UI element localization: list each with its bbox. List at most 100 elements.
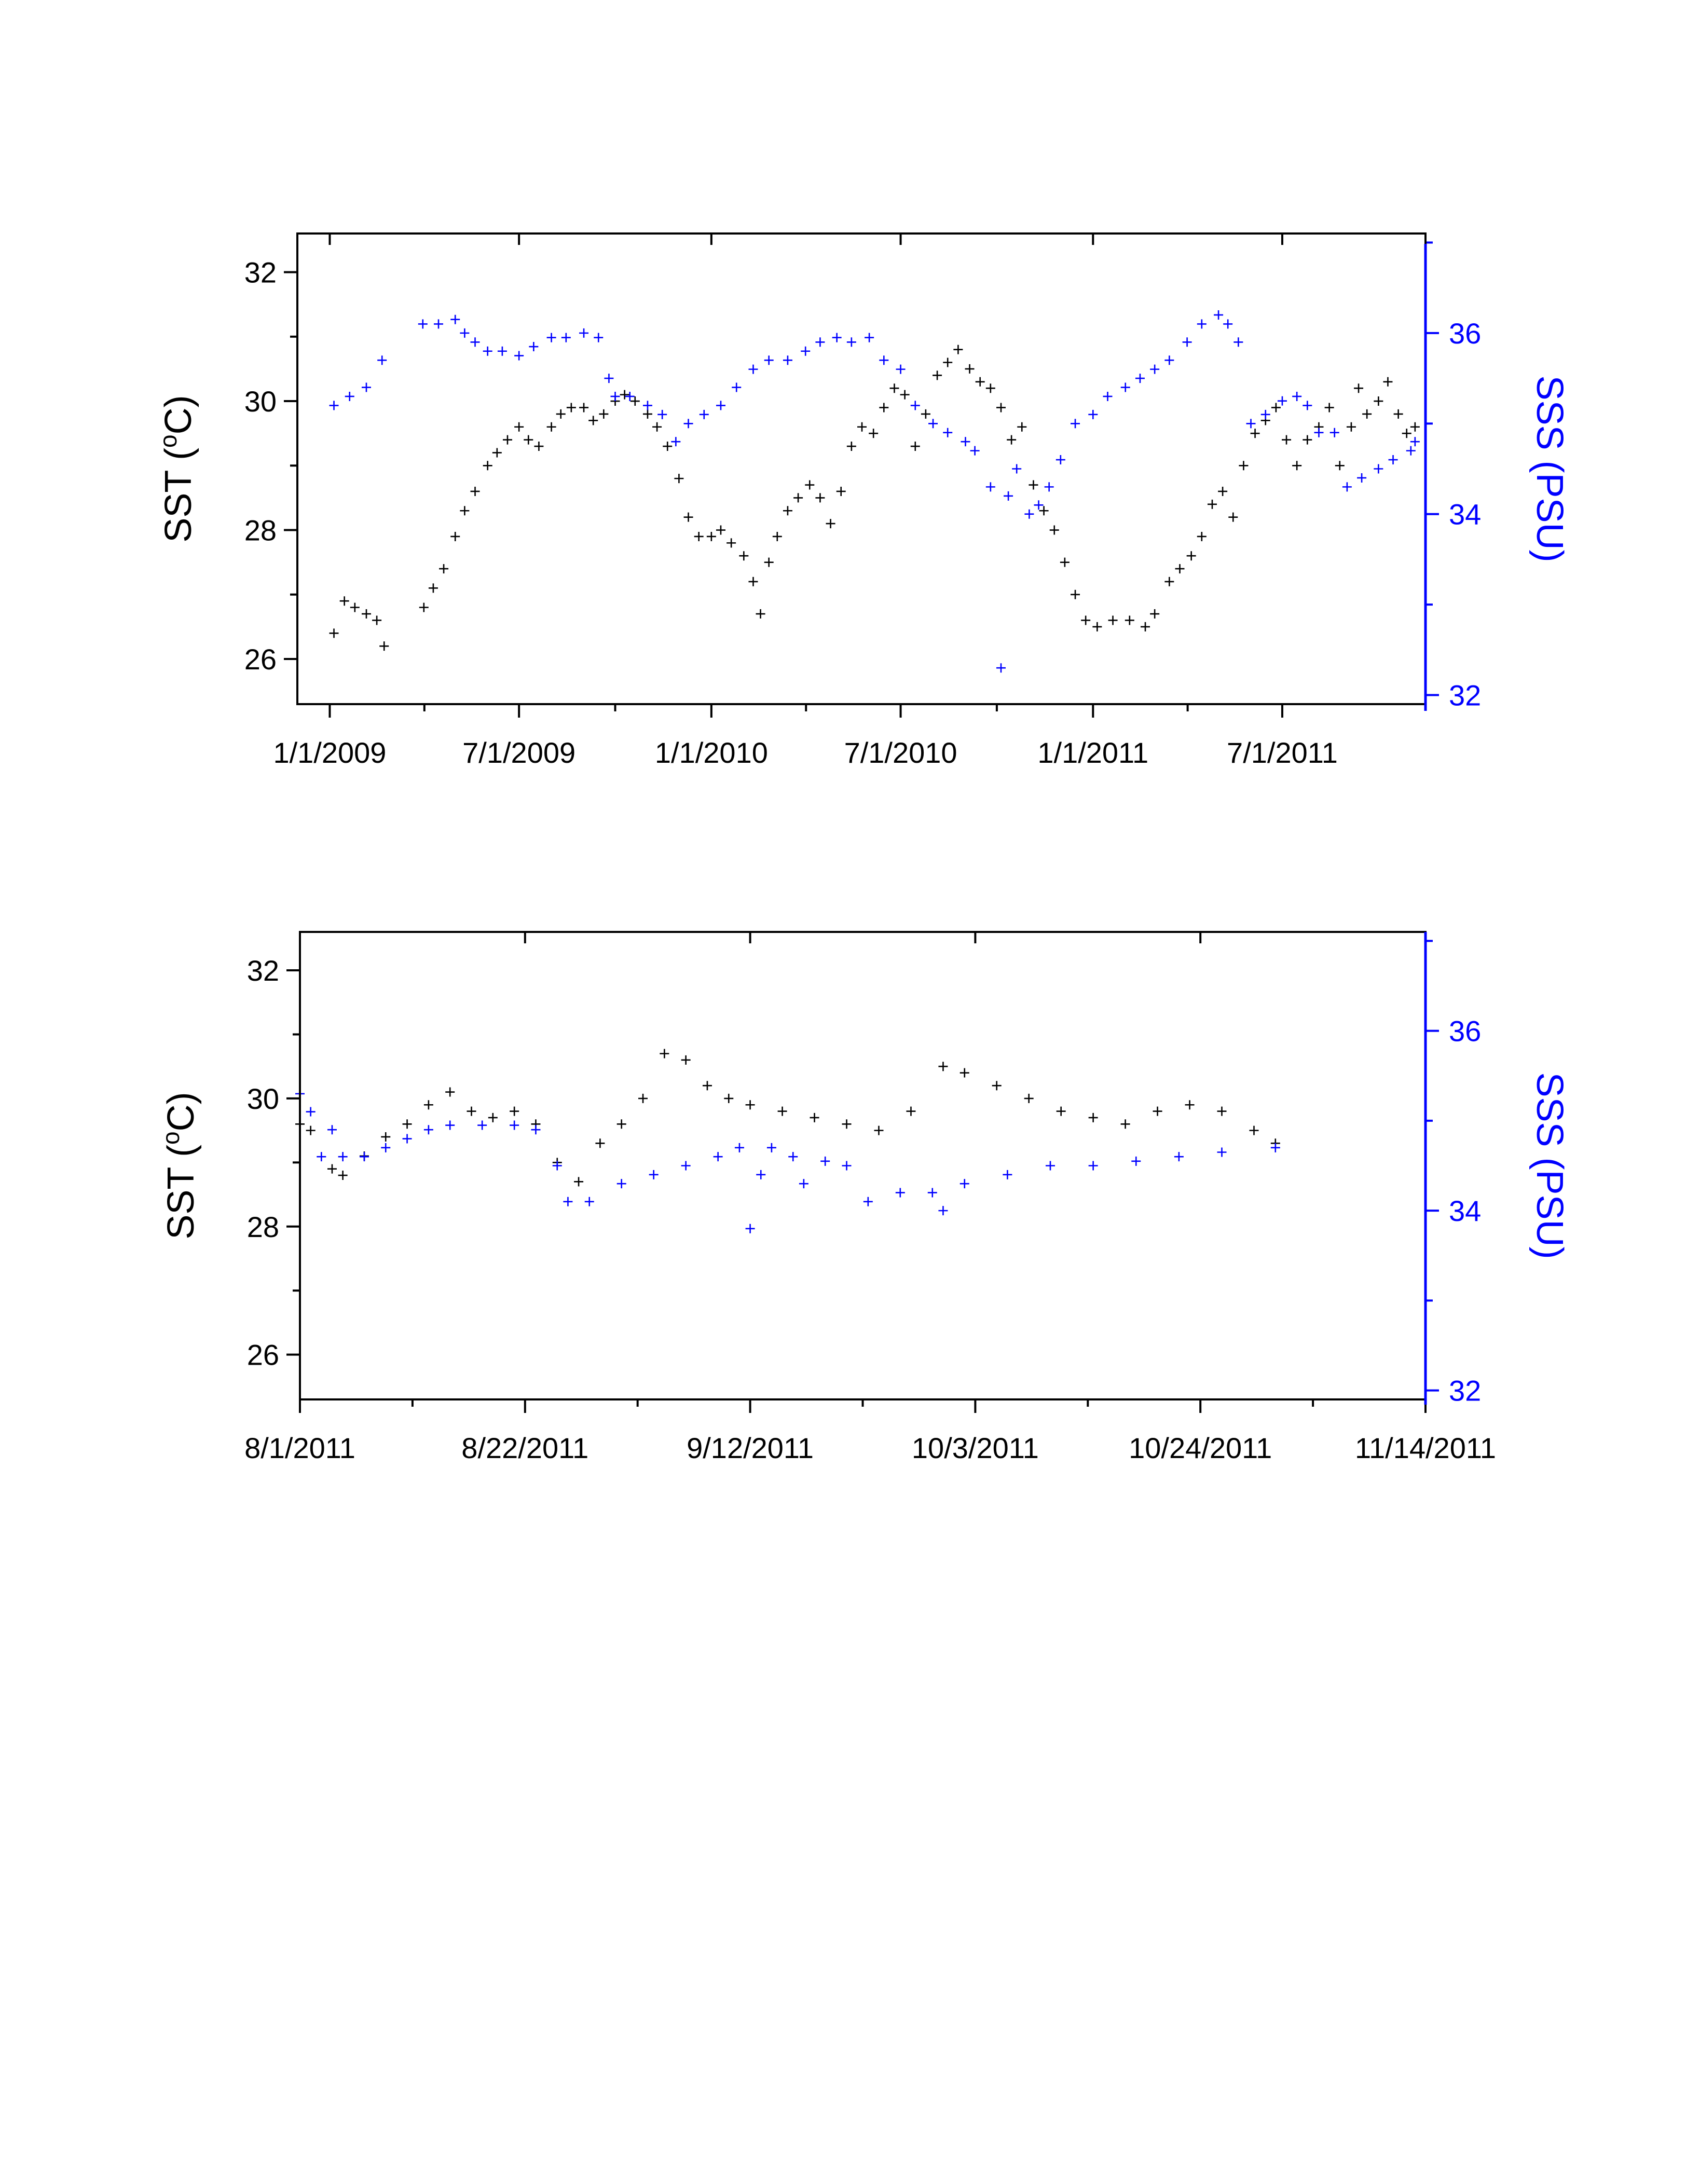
bottom-x-tick-label: 11/14/2011	[1355, 1432, 1496, 1464]
bottom-sss-point	[756, 1170, 766, 1179]
top-sst-point	[748, 576, 758, 586]
top-x-tick-label: 7/1/2010	[844, 736, 957, 769]
top-sst-point	[1410, 422, 1420, 432]
bottom-sss-point	[359, 1152, 369, 1162]
bottom-sst-point	[1185, 1100, 1195, 1110]
top-sst-point	[502, 435, 512, 445]
top-sst-point	[674, 474, 684, 484]
top-sss-point	[683, 419, 693, 429]
top-sss-point	[699, 409, 709, 419]
top-sst-point	[985, 383, 995, 393]
top-sst-point	[1125, 615, 1134, 625]
top-sst-point	[706, 531, 716, 541]
top-sst-point	[1017, 422, 1027, 432]
bottom-sst-point	[842, 1119, 852, 1129]
bottom-sst-point	[402, 1119, 412, 1129]
top-sss-point	[1103, 391, 1113, 401]
bottom-sst-tick-label: 28	[247, 1211, 279, 1243]
top-sst-point	[1197, 531, 1207, 541]
bottom-sss-point	[1003, 1170, 1012, 1179]
top-sst-point	[663, 442, 673, 451]
bottom-left-tick-labels: 26 28 30 32	[247, 954, 279, 1371]
top-sss-point	[1357, 473, 1367, 483]
top-sst-tick-label: 30	[244, 385, 277, 418]
top-sss-point	[625, 391, 635, 401]
top-sss-point	[1150, 364, 1160, 374]
bottom-x-tick-label: 10/3/2011	[912, 1432, 1039, 1464]
top-sst-point	[361, 609, 371, 619]
top-sss-point	[1223, 319, 1233, 329]
bottom-sst-point	[510, 1106, 519, 1116]
bottom-sss-point	[1131, 1156, 1141, 1166]
top-x-tick-label: 7/1/2011	[1227, 736, 1338, 769]
bottom-sst-point	[702, 1081, 712, 1091]
bottom-x-tick-labels: 8/1/2011 8/22/2011 9/12/2011 10/3/2011 1…	[244, 1432, 1496, 1464]
bottom-sss-point	[788, 1152, 798, 1162]
bottom-sss-point	[445, 1120, 455, 1130]
top-sst-point	[965, 364, 975, 374]
top-sss-point	[434, 319, 444, 329]
top-sss-point	[1406, 446, 1416, 456]
top-sss-point	[815, 337, 825, 347]
top-sss-point	[1044, 482, 1054, 492]
top-sss-point	[483, 346, 492, 356]
bottom-sss-point	[1046, 1161, 1055, 1171]
bottom-sst-point	[595, 1138, 605, 1148]
top-sss-point	[732, 382, 742, 392]
top-sss-point	[460, 328, 470, 338]
top-sst-point	[869, 429, 879, 438]
top-sst-point	[1335, 461, 1345, 471]
top-sss-point	[345, 391, 354, 401]
top-sst-point	[1228, 512, 1238, 522]
top-sss-point	[1164, 355, 1174, 365]
bottom-sst-point	[488, 1112, 498, 1122]
bottom-sst-tick-label: 30	[247, 1082, 279, 1115]
top-sst-point	[1007, 435, 1017, 445]
bottom-sss-point	[713, 1152, 723, 1162]
bottom-sst-tick-label: 26	[247, 1339, 279, 1371]
top-sst-point	[756, 609, 765, 619]
bottom-sst-point	[1120, 1119, 1130, 1129]
top-sst-point	[1207, 499, 1217, 509]
top-sss-point	[1260, 409, 1270, 419]
bottom-sst-point	[1024, 1093, 1034, 1103]
bottom-sss-point	[1270, 1143, 1280, 1152]
bottom-sss-point	[927, 1188, 937, 1198]
top-sst-point	[1393, 409, 1403, 419]
top-sss-point	[1277, 396, 1287, 406]
bottom-sst-point	[1153, 1106, 1162, 1116]
top-sst-point	[1282, 435, 1292, 445]
top-sss-point	[1056, 455, 1065, 465]
bottom-sst-point	[906, 1106, 916, 1116]
top-sst-point	[1081, 615, 1091, 625]
top-sss-point	[1088, 409, 1098, 419]
top-sst-point	[566, 403, 576, 413]
top-sst-tick-label: 28	[244, 514, 277, 547]
bottom-sss-series	[295, 1089, 1280, 1233]
top-x-tick-label: 1/1/2009	[273, 736, 386, 769]
top-sst-point	[727, 538, 736, 548]
top-sss-point	[579, 328, 589, 338]
top-sst-point	[694, 531, 704, 541]
bottom-sss-point	[531, 1125, 541, 1135]
top-sss-point	[1410, 437, 1420, 447]
top-sss-point	[1071, 419, 1080, 429]
bottom-sst-point	[724, 1093, 734, 1103]
bottom-sst-point	[1249, 1125, 1259, 1135]
top-sss-point	[1004, 491, 1013, 501]
top-sss-point	[1012, 464, 1022, 474]
top-sst-tick-label: 32	[244, 256, 277, 289]
top-sst-point	[975, 377, 985, 387]
top-sss-point	[832, 333, 842, 342]
bottom-sst-point	[777, 1106, 787, 1116]
top-sst-point	[652, 422, 662, 432]
top-sst-point	[910, 442, 920, 451]
bottom-sss-point	[799, 1179, 808, 1189]
bottom-sss-point	[552, 1161, 562, 1171]
top-sst-axis-title: SST (oC)	[155, 395, 199, 542]
bottom-sst-point	[660, 1049, 669, 1059]
top-sst-point	[630, 396, 640, 406]
top-sst-point	[1108, 615, 1118, 625]
top-sst-point	[1250, 429, 1260, 438]
